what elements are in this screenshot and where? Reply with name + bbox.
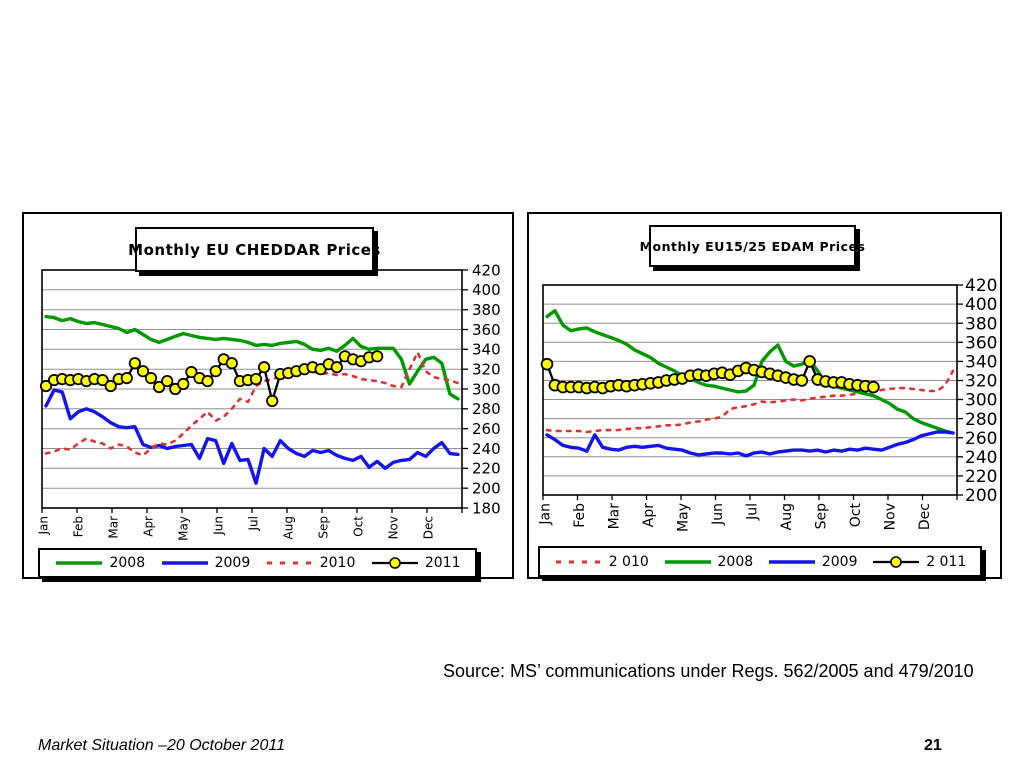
legend-line-swatch <box>768 559 815 564</box>
svg-text:340: 340 <box>472 341 501 359</box>
legend-label: 2010 <box>319 555 356 571</box>
legend-line-swatch <box>371 557 418 569</box>
legend-label: 2008 <box>109 555 146 571</box>
svg-text:Apr: Apr <box>141 516 155 537</box>
svg-text:May: May <box>176 516 190 541</box>
legend-item: 2008 <box>663 553 754 570</box>
svg-text:380: 380 <box>472 301 501 319</box>
svg-text:Sep: Sep <box>813 503 829 530</box>
edam-plot-area: 420 400 380 360 340 320 300 280 260 240 220 200 Jan F… <box>529 214 1000 581</box>
svg-text:420: 420 <box>965 276 997 296</box>
svg-text:280: 280 <box>965 410 997 430</box>
svg-text:300: 300 <box>472 380 501 398</box>
svg-text:360: 360 <box>472 321 501 339</box>
svg-text:240: 240 <box>965 448 997 468</box>
cheddar-chart-legend: 2008 2009 2010 2011 <box>38 548 477 578</box>
page-number: 21 <box>924 737 942 754</box>
svg-text:200: 200 <box>965 486 997 506</box>
source-note: Source: MS’ communications under Regs. 5… <box>443 661 974 681</box>
svg-text:300: 300 <box>965 391 997 411</box>
legend-line-swatch <box>873 555 920 568</box>
svg-text:Apr: Apr <box>641 503 657 527</box>
svg-text:Jan: Jan <box>36 516 50 536</box>
cheddar-plot-area: 420 400 380 360 340 320 300 280 260 240 220 200 180 J… <box>24 214 512 581</box>
legend-item: 2 011 <box>871 554 966 570</box>
svg-text:Jul: Jul <box>246 516 260 531</box>
svg-text:Jul: Jul <box>744 503 760 521</box>
cheddar-chart-panel: 420 400 380 360 340 320 300 280 260 240 220 200 180 J… <box>22 212 514 579</box>
svg-text:Nov: Nov <box>882 503 898 530</box>
svg-text:Jan: Jan <box>537 503 553 526</box>
svg-text:Mar: Mar <box>606 503 622 530</box>
legend-item: 2 010 <box>554 554 649 570</box>
svg-text:Feb: Feb <box>572 503 588 528</box>
svg-text:200: 200 <box>472 480 501 498</box>
svg-text:320: 320 <box>965 372 997 392</box>
legend-item: 2009 <box>160 555 251 571</box>
svg-text:320: 320 <box>472 361 501 379</box>
legend-line-swatch <box>555 560 602 563</box>
svg-text:Sep: Sep <box>316 516 330 539</box>
legend-line-swatch <box>664 559 711 564</box>
edam-chart-panel: 420 400 380 360 340 320 300 280 260 240 220 200 Jan F… <box>527 212 1002 579</box>
svg-text:Jun: Jun <box>710 503 726 526</box>
svg-text:Jun: Jun <box>211 516 225 536</box>
svg-text:Nov: Nov <box>386 516 400 539</box>
svg-text:Oct: Oct <box>351 516 365 537</box>
svg-text:360: 360 <box>965 333 997 353</box>
svg-text:Dec: Dec <box>421 516 435 539</box>
legend-label: 2 010 <box>608 553 649 570</box>
svg-text:Feb: Feb <box>71 516 85 537</box>
legend-label: 2 011 <box>926 553 967 570</box>
svg-text:280: 280 <box>472 400 501 418</box>
legend-item: 2010 <box>265 555 356 571</box>
svg-text:400: 400 <box>965 295 997 315</box>
svg-text:Dec: Dec <box>917 503 933 530</box>
legend-item: 2008 <box>54 555 145 571</box>
edam-chart-title: Monthly EU15/25 EDAM Prices <box>640 225 865 267</box>
svg-text:180: 180 <box>472 499 501 517</box>
svg-text:May: May <box>675 503 691 532</box>
svg-text:Aug: Aug <box>779 503 795 530</box>
svg-text:Mar: Mar <box>106 516 120 539</box>
svg-text:260: 260 <box>472 420 501 438</box>
svg-text:Oct: Oct <box>848 503 864 528</box>
legend-line-swatch <box>161 561 208 565</box>
legend-label: 2008 <box>717 553 754 570</box>
legend-line-swatch <box>56 561 103 565</box>
svg-text:240: 240 <box>472 440 501 458</box>
legend-line-swatch <box>266 561 313 565</box>
svg-text:Aug: Aug <box>281 516 295 539</box>
legend-label: 2011 <box>424 555 461 571</box>
svg-text:260: 260 <box>965 429 997 449</box>
legend-label: 2009 <box>821 553 858 570</box>
svg-text:340: 340 <box>965 353 997 373</box>
legend-label: 2009 <box>214 555 251 571</box>
legend-item: 2009 <box>767 553 858 570</box>
svg-text:380: 380 <box>965 314 997 334</box>
svg-text:400: 400 <box>472 281 501 299</box>
svg-text:420: 420 <box>472 261 501 279</box>
cheddar-chart-title: Monthly EU CHEDDAR Prices <box>128 227 380 272</box>
svg-text:220: 220 <box>965 467 997 487</box>
edam-chart-legend: 2 010 2008 2009 2 011 <box>538 546 982 577</box>
svg-text:220: 220 <box>472 460 501 478</box>
footer-date: Market Situation –20 October 2011 <box>38 737 285 754</box>
legend-item: 2011 <box>370 555 461 571</box>
